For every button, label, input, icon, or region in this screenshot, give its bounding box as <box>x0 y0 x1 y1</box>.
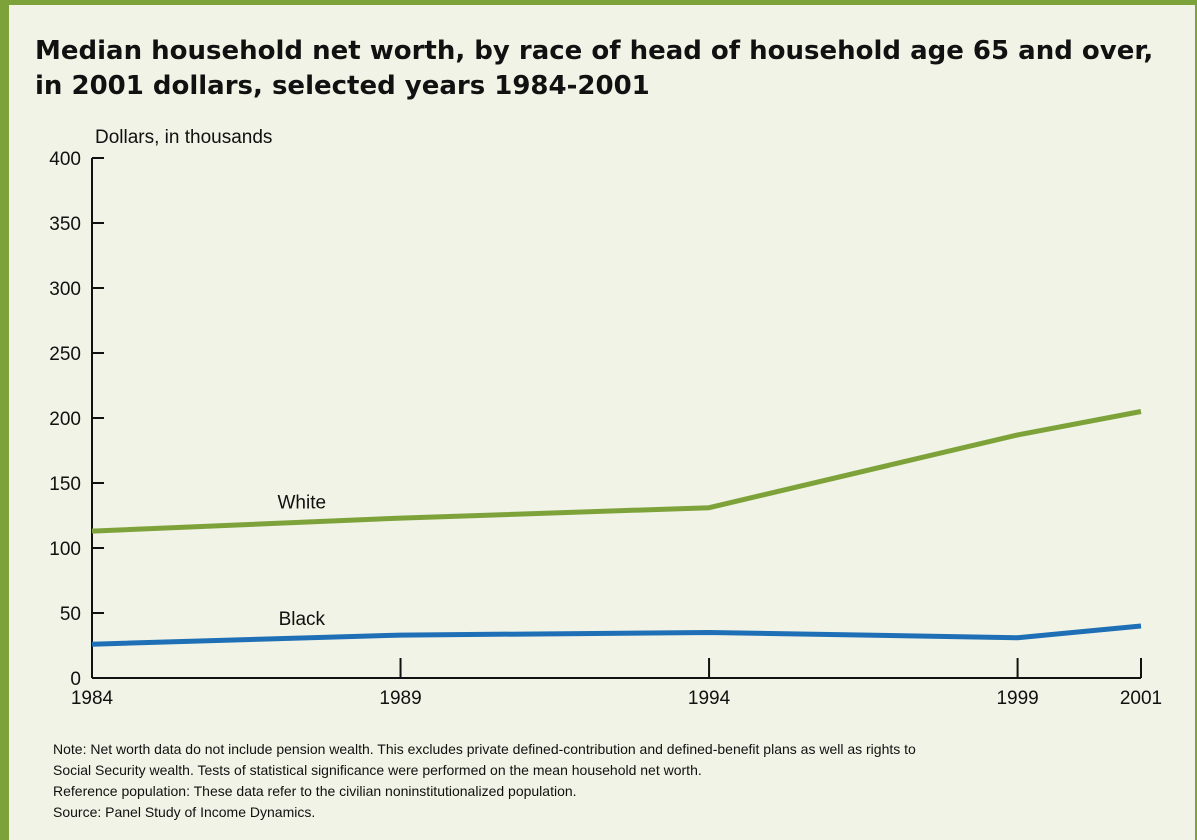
x-tick-label: 1994 <box>688 688 731 709</box>
series-line-white <box>91 409 1142 534</box>
line-chart: 0 50 100 150 200 250 300 350 400 Dollars, in thou… <box>49 127 1162 709</box>
y-tick-label: 100 <box>49 539 81 560</box>
notes-block: Note: Net worth data do not include pens… <box>53 739 1173 823</box>
axes: 0 50 100 150 200 250 300 350 400 Dollars, in thou… <box>49 127 1162 709</box>
series-label-black: Black <box>279 609 326 630</box>
series-label-white: White <box>278 492 327 513</box>
note-line: Note: Net worth data do not include pens… <box>53 741 916 757</box>
series-labels: White Black <box>278 492 327 630</box>
y-tick-label: 150 <box>49 474 81 495</box>
x-tick-label: 1984 <box>71 688 114 709</box>
x-tick-label: 1989 <box>379 688 421 709</box>
y-tick-label: 0 <box>70 669 81 690</box>
y-tick-label: 250 <box>49 344 81 365</box>
source-line: Source: Panel Study of Income Dynamics. <box>53 804 316 820</box>
y-tick-label: 300 <box>49 279 81 300</box>
y-tick-label: 350 <box>49 214 81 235</box>
y-tick-label: 200 <box>49 409 81 430</box>
x-tick-label: 2001 <box>1120 688 1162 709</box>
reference-population-line: Reference population: These data refer t… <box>53 783 577 799</box>
chart-title: Median household net worth, by race of h… <box>35 36 1154 101</box>
y-tick-label: 400 <box>49 149 81 170</box>
note-line: Social Security wealth. Tests of statist… <box>53 762 702 778</box>
y-tick-label: 50 <box>60 604 81 625</box>
y-axis-title: Dollars, in thousands <box>95 127 272 148</box>
x-tick-label: 1999 <box>996 688 1038 709</box>
series-group <box>91 409 1142 647</box>
series-line-black <box>91 623 1142 647</box>
